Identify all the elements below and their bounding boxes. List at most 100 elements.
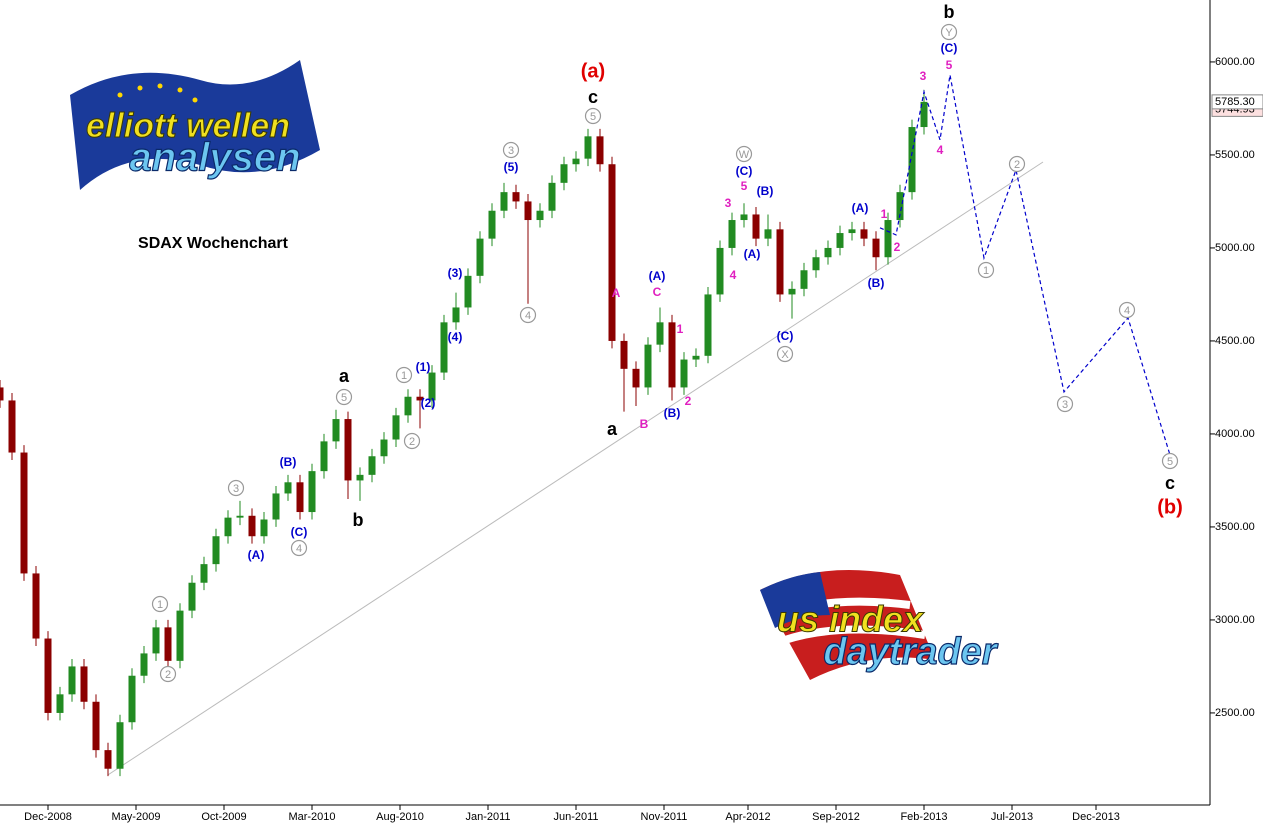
candle-body (704, 294, 712, 356)
wave-label: (1) (416, 360, 431, 374)
wave-label: (a) (581, 60, 605, 82)
wave-label: (5) (504, 160, 519, 174)
y-tick-label: 2500.00 (1215, 707, 1255, 719)
wave-circle (335, 388, 353, 406)
wave-circle (151, 595, 169, 613)
y-tick-label: 5000.00 (1215, 242, 1255, 254)
wave-circle (502, 141, 520, 159)
x-tick-label: Oct-2009 (201, 811, 246, 823)
projection-line (879, 74, 1171, 456)
logo-text: analysen (129, 136, 300, 180)
y-tick-label: 3500.00 (1215, 521, 1255, 533)
candle-body (152, 627, 160, 654)
candle-body (44, 638, 52, 713)
wave-label: (A) (248, 548, 265, 562)
wave-label: 2 (1014, 159, 1020, 171)
wave-label: 1 (157, 599, 163, 611)
wave-label: (B) (757, 184, 774, 198)
candle-body (392, 415, 400, 440)
candle-body (0, 387, 4, 401)
wave-label: A (612, 286, 621, 300)
candle-body (572, 158, 580, 165)
logo-text: daytrader (823, 631, 998, 673)
logo-canton (760, 572, 830, 628)
candle-body (860, 229, 868, 239)
candle-body (236, 515, 244, 518)
x-tick-label: Apr-2012 (725, 811, 770, 823)
candle-body (800, 270, 808, 289)
wave-circle (227, 479, 245, 497)
price-tag-label: 5785.30 (1215, 96, 1255, 108)
candle-body (692, 355, 700, 360)
wave-label: a (607, 419, 618, 439)
wave-label: X (781, 349, 789, 361)
wave-circle (395, 366, 413, 384)
candle-body (764, 229, 772, 239)
wave-label: (C) (291, 525, 308, 539)
candle-body (368, 456, 376, 475)
candle-body (812, 257, 820, 271)
price-tag (1211, 94, 1263, 110)
candle-body (740, 214, 748, 221)
candle-body (596, 136, 604, 165)
wave-label: 4 (525, 310, 531, 322)
wave-circle (1008, 155, 1026, 173)
candle-body (884, 220, 892, 258)
candle-body (380, 439, 388, 457)
candle-body (344, 419, 352, 481)
candle-body (632, 368, 640, 388)
wave-circle (977, 261, 995, 279)
wave-label: 3 (233, 483, 239, 495)
x-tick-label: Mar-2010 (288, 811, 335, 823)
candle-body (836, 233, 844, 248)
elliott-logo: elliott wellen analysen (70, 60, 320, 190)
wave-label: 3 (920, 69, 927, 83)
candle-body (404, 396, 412, 416)
wave-label: (B) (664, 406, 681, 420)
candle-body (284, 482, 292, 494)
wave-circle (1118, 301, 1136, 319)
wave-label: (A) (852, 201, 869, 215)
wave-label: (2) (421, 396, 436, 410)
candle-body (212, 536, 220, 565)
wave-label: Y (945, 27, 953, 39)
candle-body (512, 192, 520, 202)
logo-stars (117, 83, 198, 103)
candle-body (524, 201, 532, 221)
candle-body (140, 653, 148, 676)
candle-body (92, 701, 100, 751)
x-tick-label: Sep-2012 (812, 811, 860, 823)
logo-text: us index (777, 599, 925, 640)
wave-circle (735, 145, 753, 163)
candle-body (644, 344, 652, 388)
candle-body (452, 307, 460, 323)
wave-label: (C) (736, 164, 753, 178)
candle-body (188, 582, 196, 611)
wave-circle (1056, 395, 1074, 413)
y-tick-label: 4000.00 (1215, 428, 1255, 440)
wave-label: 1 (401, 370, 407, 382)
wave-label: 4 (1124, 305, 1130, 317)
candle-body (920, 101, 928, 128)
x-tick-label: Dec-2008 (24, 811, 72, 823)
wave-label: (C) (777, 329, 794, 343)
candle-body (416, 396, 424, 401)
wave-label: (4) (448, 330, 463, 344)
candle-body (176, 610, 184, 661)
candle-body (620, 340, 628, 369)
y-tick-label: 3000.00 (1215, 614, 1255, 626)
wave-label: 2 (894, 240, 901, 254)
candle-body (428, 372, 436, 401)
wave-circle (1161, 452, 1179, 470)
wave-label: 5 (1167, 456, 1173, 468)
candle-body (908, 127, 916, 193)
candle-body (680, 359, 688, 388)
wave-label: B (640, 417, 649, 431)
wave-label: (3) (448, 266, 463, 280)
candle-body (356, 474, 364, 481)
x-tick-label: Jan-2011 (465, 811, 510, 823)
wave-circle (290, 539, 308, 557)
candle-body (608, 164, 616, 341)
